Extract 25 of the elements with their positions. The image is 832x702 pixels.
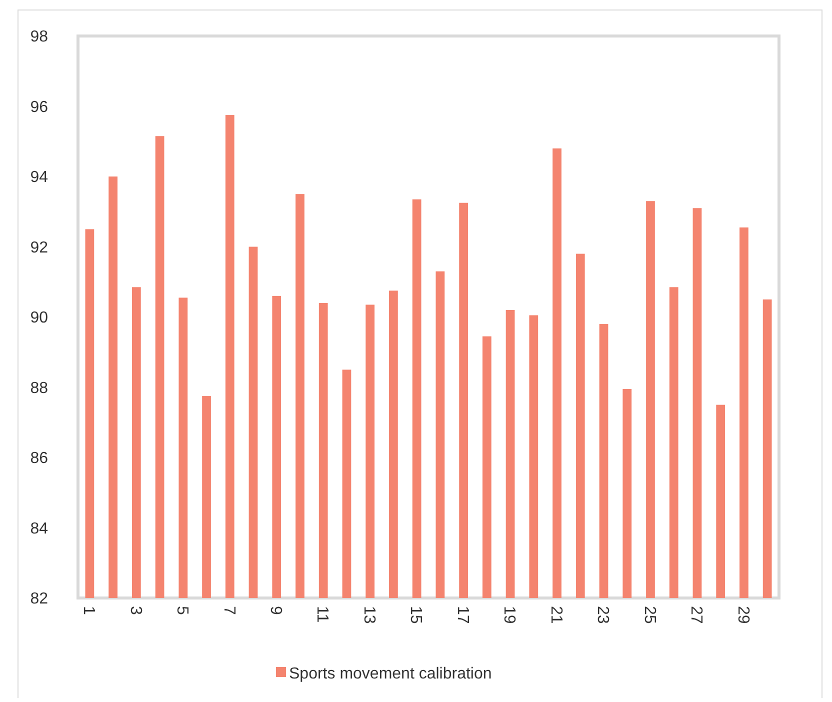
x-tick-label: 19 [500,606,518,624]
y-tick-label: 84 [30,520,48,538]
y-tick-label: 96 [30,98,48,116]
x-tick-label: 1 [80,606,98,615]
y-tick-label: 94 [30,169,48,186]
y-tick-label: 92 [30,239,48,256]
x-tick-label: 23 [594,606,612,624]
x-tick-label: 15 [407,606,424,624]
y-tick-label: 90 [30,310,48,327]
x-tick-label: 25 [640,606,658,624]
y-tick-label: 88 [30,380,48,397]
x-tick-label: 17 [454,606,471,624]
x-tick-label: 13 [360,606,378,624]
y-tick-label: 82 [30,590,48,608]
x-tick-label: 21 [547,606,564,624]
x-tick-label: 27 [688,606,705,624]
y-tick-label: 86 [30,450,48,468]
x-tick-label: 11 [314,606,331,623]
x-tick-label: 9 [267,606,284,615]
x-tick-label: 29 [734,606,752,624]
x-tick-label: 7 [220,606,238,615]
x-tick-label: 5 [174,606,191,615]
x-tick-label: 3 [126,606,144,615]
y-tick-label: 98 [30,28,48,46]
legend-label: Sports movement calibration [289,666,492,683]
